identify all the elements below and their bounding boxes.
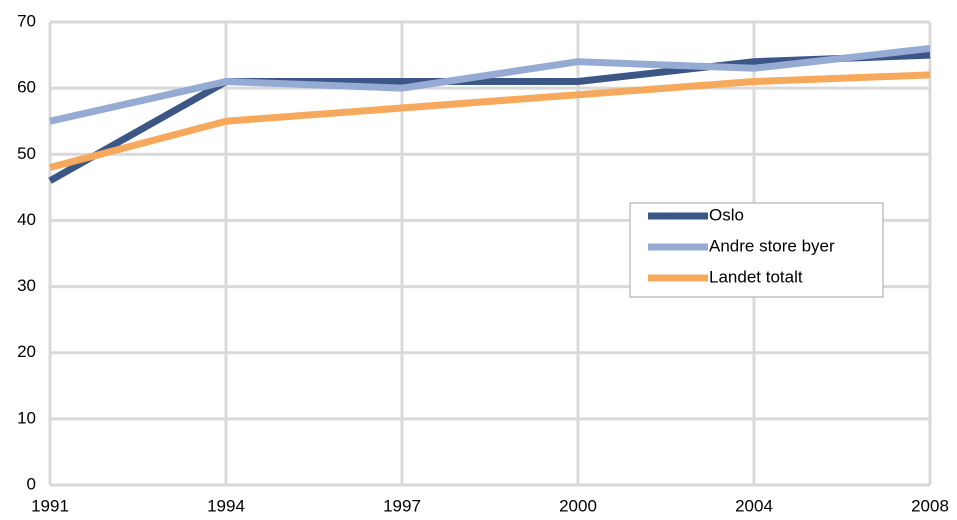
- y-tick-label: 0: [27, 474, 36, 493]
- legend-label: Oslo: [709, 205, 744, 224]
- y-tick-label: 30: [17, 276, 36, 295]
- y-tick-label: 20: [17, 342, 36, 361]
- y-tick-label: 60: [17, 78, 36, 97]
- series-line: [49, 44, 931, 125]
- legend-label: Andre store byer: [709, 236, 835, 255]
- x-tick-label: 2004: [735, 496, 773, 515]
- y-tick-label: 70: [17, 11, 36, 30]
- legend-label: Landet totalt: [709, 267, 803, 286]
- series-line: [48, 51, 931, 184]
- y-tick-label: 10: [17, 408, 36, 427]
- x-tick-label: 2008: [911, 496, 949, 515]
- y-tick-label: 50: [17, 144, 36, 163]
- x-tick-label: 2000: [559, 496, 597, 515]
- x-tick-label: 1991: [31, 496, 69, 515]
- x-tick-label: 1994: [207, 496, 245, 515]
- x-tick-label: 1997: [383, 496, 421, 515]
- y-tick-label: 40: [17, 210, 36, 229]
- series-line: [49, 71, 931, 171]
